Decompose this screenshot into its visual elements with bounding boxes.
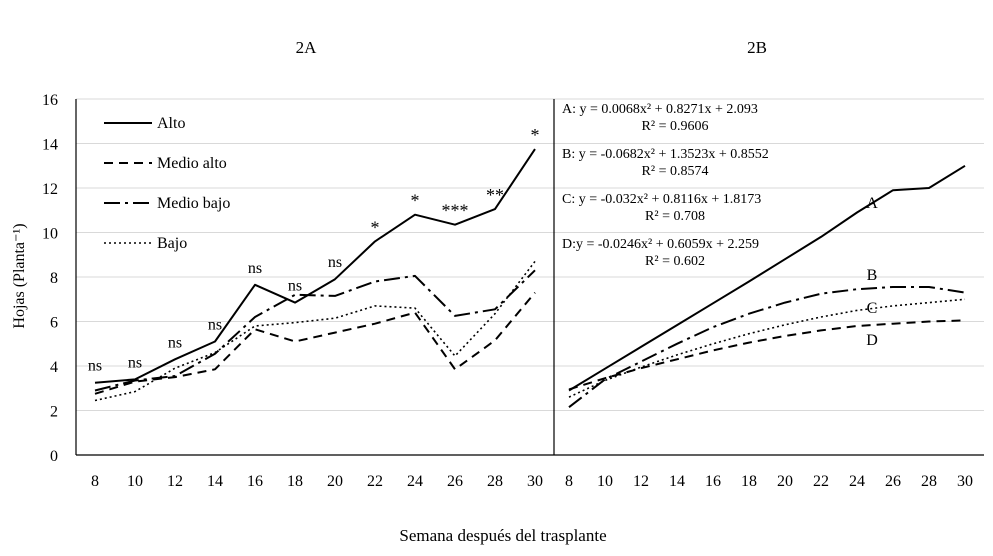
axes <box>75 99 984 456</box>
x-tick-label: 28 <box>487 473 503 490</box>
x-tick-label: 14 <box>669 473 685 490</box>
legend-label: Bajo <box>157 235 187 252</box>
r-squared-text: R² = 0.602 <box>645 254 705 269</box>
curve-label: D <box>866 332 878 349</box>
equation-text: C: y = -0.032x² + 0.8116x + 1.8173 <box>562 192 761 207</box>
significance-annotation: ns <box>128 354 142 371</box>
y-tick-label: 12 <box>42 181 58 198</box>
series-line-alto <box>94 148 536 384</box>
x-tick-label: 10 <box>127 473 143 490</box>
curve-labels: A BCD <box>866 195 878 349</box>
curve-label: A <box>866 195 878 212</box>
y-tick-label: 14 <box>42 137 58 154</box>
significance-annotation: ns <box>168 334 182 351</box>
x-tick-label: 26 <box>885 473 901 490</box>
series-line-c <box>568 298 966 398</box>
significance-annotation: ns <box>248 260 262 277</box>
x-tick-label: 12 <box>633 473 649 490</box>
x-tick-label: 12 <box>167 473 183 490</box>
series-line-a <box>568 164 966 392</box>
significance-annotation: ns <box>328 254 342 271</box>
curve-label: C <box>867 300 878 317</box>
x-tick-label: 8 <box>565 473 573 490</box>
series-line-d <box>568 319 966 391</box>
y-tick-label: 10 <box>42 226 58 243</box>
x-tick-label: 16 <box>247 473 263 490</box>
x-tick-label: 20 <box>327 473 343 490</box>
x-tick-label: 30 <box>957 473 973 490</box>
x-axis-label: Semana después del trasplante <box>399 526 606 545</box>
y-tick-label: 6 <box>50 315 58 332</box>
x-tick-label: 8 <box>91 473 99 490</box>
legend-label: Medio bajo <box>157 195 230 212</box>
gridlines <box>76 98 984 411</box>
x-tick-label: 16 <box>705 473 721 490</box>
x-tick-label: 22 <box>367 473 383 490</box>
equation-text: A: y = 0.0068x² + 0.8271x + 2.093 <box>562 102 758 117</box>
r-squared-text: R² = 0.9606 <box>642 119 709 134</box>
x-tick-label: 18 <box>741 473 757 490</box>
significance-annotation: * <box>371 217 380 237</box>
x-tick-label: 18 <box>287 473 303 490</box>
significance-annotation: *** <box>442 201 469 221</box>
legend: Alto Medio alto Medio bajo Bajo <box>104 115 230 252</box>
y-tick-labels: 0 2 4 6 8 10 12 14 16 <box>42 92 58 465</box>
x-tick-label: 28 <box>921 473 937 490</box>
x-tick-label: 22 <box>813 473 829 490</box>
significance-annotation: * <box>531 125 540 145</box>
x-tick-labels: 8 10 12 14 16 18 20 22 24 26 28 30 8 10 12 14 16 18 20 22 24… <box>91 473 973 490</box>
significance-annotation: ns <box>88 358 102 375</box>
y-axis-label: Hojas (Planta⁻¹) <box>11 223 28 328</box>
significance-annotation: ns <box>208 317 222 334</box>
series-line-medio-alto <box>94 291 536 395</box>
curve-label: B <box>867 267 878 284</box>
r-squared-text: R² = 0.8574 <box>642 164 709 179</box>
legend-label: Alto <box>157 115 185 132</box>
r-squared-text: R² = 0.708 <box>645 209 705 224</box>
series-lines <box>94 148 966 408</box>
equation-text: B: y = -0.0682x² + 1.3523x + 0.8552 <box>562 147 769 162</box>
y-tick-label: 16 <box>42 92 58 109</box>
x-tick-label: 10 <box>597 473 613 490</box>
y-tick-label: 4 <box>50 359 58 376</box>
x-tick-label: 24 <box>407 473 423 490</box>
panel-title-2a: 2A <box>296 38 318 57</box>
y-tick-label: 0 <box>50 448 58 465</box>
significance-annotation: * <box>411 191 420 211</box>
x-tick-label: 26 <box>447 473 463 490</box>
significance-annotation: ** <box>486 185 504 205</box>
equation-text: D:y = -0.0246x² + 0.6059x + 2.259 <box>562 237 759 252</box>
series-line-b <box>568 286 966 408</box>
legend-label: Medio alto <box>157 155 227 172</box>
significance-annotation: ns <box>288 278 302 295</box>
series-line-medio-bajo <box>94 269 536 392</box>
panel-title-2b: 2B <box>747 38 767 57</box>
x-tick-label: 20 <box>777 473 793 490</box>
x-tick-label: 30 <box>527 473 543 490</box>
regression-equations: A: y = 0.0068x² + 0.8271x + 2.093 R² = 0.… <box>562 102 769 269</box>
x-tick-label: 24 <box>849 473 865 490</box>
x-tick-label: 14 <box>207 473 223 490</box>
y-tick-label: 8 <box>50 270 58 287</box>
y-tick-label: 2 <box>50 404 58 421</box>
